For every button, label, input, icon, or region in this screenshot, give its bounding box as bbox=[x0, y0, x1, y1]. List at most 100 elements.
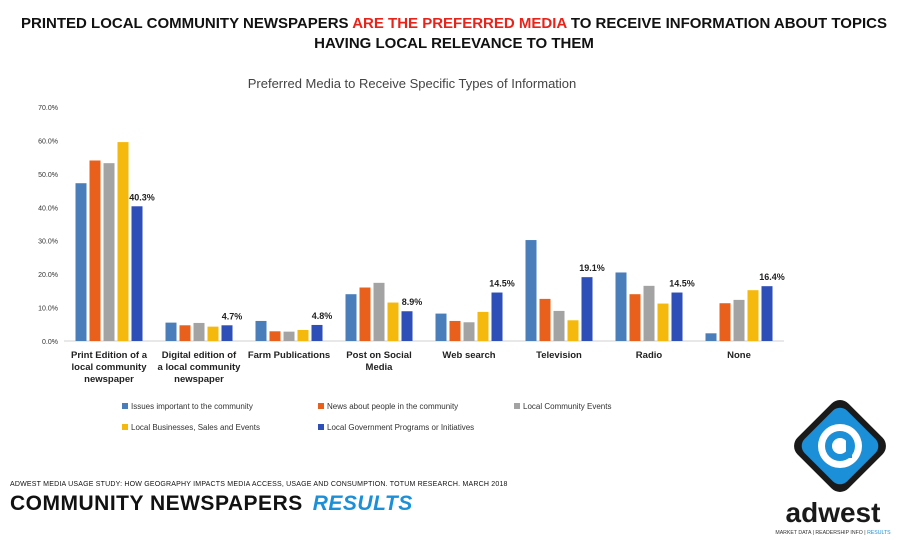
bar bbox=[89, 160, 101, 341]
legend-swatch bbox=[318, 424, 324, 430]
y-tick-label: 10.0% bbox=[38, 306, 58, 313]
bars bbox=[75, 142, 773, 341]
x-tick-label: local community bbox=[72, 362, 148, 373]
bar bbox=[311, 324, 323, 341]
y-tick-label: 20.0% bbox=[38, 272, 58, 279]
data-label: 14.5% bbox=[669, 279, 695, 289]
bar bbox=[525, 240, 537, 341]
bar bbox=[283, 331, 295, 341]
y-axis: 0.0% 10.0% 20.0% 30.0% 40.0% 50.0% 60.0% 70.0% bbox=[38, 105, 58, 346]
bar bbox=[463, 322, 475, 341]
x-tick-label: Web search bbox=[442, 350, 495, 361]
headline-part-1: PRINTED LOCAL COMMUNITY NEWSPAPERS bbox=[21, 15, 353, 32]
bar bbox=[747, 290, 759, 341]
x-tick-label: Media bbox=[366, 362, 394, 373]
data-label: 8.9% bbox=[402, 297, 423, 307]
legend-label: Local Community Events bbox=[523, 402, 611, 411]
bar bbox=[269, 331, 281, 341]
headline-line-1: PRINTED LOCAL COMMUNITY NEWSPAPERS ARE T… bbox=[0, 14, 908, 34]
bar bbox=[657, 303, 669, 341]
headline-part-2: TO RECEIVE INFORMATION ABOUT TOPICS bbox=[566, 15, 887, 32]
bar bbox=[193, 322, 205, 341]
data-label: 4.7% bbox=[222, 311, 243, 321]
logo-tagline-b: RESULTS bbox=[867, 530, 891, 536]
bar bbox=[165, 322, 177, 341]
logo-tagline: MARKET DATA | READERSHIP INFO | RESULTS bbox=[775, 530, 891, 536]
legend-swatch bbox=[318, 403, 324, 409]
bar bbox=[117, 142, 129, 341]
logo-tagline-a: MARKET DATA | READERSHIP INFO | bbox=[775, 530, 867, 536]
bar bbox=[255, 320, 267, 341]
data-labels: 40.3% 4.7% 4.8% 8.9% 14.5% 19.1% 14.5% 16.4% bbox=[129, 192, 785, 321]
headline-highlight: ARE THE PREFERRED MEDIA bbox=[352, 15, 567, 32]
bar bbox=[297, 329, 309, 341]
bar bbox=[387, 302, 399, 341]
bar bbox=[449, 320, 461, 341]
footer-brand: COMMUNITY NEWSPAPERS bbox=[10, 492, 303, 515]
data-label: 40.3% bbox=[129, 192, 155, 202]
bar bbox=[75, 183, 87, 341]
footer-results: RESULTS bbox=[312, 492, 413, 515]
bar bbox=[401, 311, 413, 341]
legend: Issues important to the community News ab… bbox=[122, 402, 611, 432]
legend-label: Local Government Programs or Initiatives bbox=[327, 423, 474, 432]
x-tick-label: Radio bbox=[636, 350, 663, 361]
y-tick-label: 60.0% bbox=[38, 138, 58, 145]
legend-swatch bbox=[514, 403, 520, 409]
y-tick-label: 0.0% bbox=[42, 339, 58, 346]
bar bbox=[705, 333, 717, 341]
data-label: 14.5% bbox=[489, 279, 515, 289]
bar bbox=[629, 294, 641, 341]
bar bbox=[359, 287, 371, 341]
adwest-logo: adwest MARKET DATA | READERSHIP INFO | R… bbox=[775, 400, 891, 536]
data-label: 19.1% bbox=[579, 263, 605, 273]
y-tick-label: 40.0% bbox=[38, 205, 58, 212]
bar-chart: Preferred Media to Receive Specific Type… bbox=[38, 76, 785, 432]
x-tick-label: Television bbox=[536, 350, 582, 361]
legend-label: Issues important to the community bbox=[131, 402, 253, 411]
bar bbox=[719, 303, 731, 341]
chart-title: Preferred Media to Receive Specific Type… bbox=[248, 76, 577, 91]
bar bbox=[345, 294, 357, 341]
x-tick-label: Digital edition of bbox=[162, 350, 237, 361]
x-tick-label: Post on Social bbox=[346, 350, 411, 361]
bar bbox=[491, 292, 503, 341]
legend-swatch bbox=[122, 403, 128, 409]
bar bbox=[131, 206, 143, 341]
x-tick-label: Farm Publications bbox=[248, 350, 330, 361]
at-sign-icon bbox=[794, 400, 886, 492]
x-tick-label: Print Edition of a bbox=[71, 350, 148, 361]
bar bbox=[733, 299, 745, 341]
y-tick-label: 70.0% bbox=[38, 105, 58, 112]
bar bbox=[643, 285, 655, 341]
source-note: ADWEST MEDIA USAGE STUDY: HOW GEOGRAPHY … bbox=[10, 481, 508, 488]
legend-swatch bbox=[122, 424, 128, 430]
bar bbox=[179, 325, 191, 341]
y-tick-label: 50.0% bbox=[38, 172, 58, 179]
bar bbox=[221, 325, 233, 341]
bar bbox=[373, 282, 385, 341]
logo-wordmark: adwest bbox=[786, 497, 881, 528]
bar bbox=[477, 311, 489, 341]
bar bbox=[207, 326, 219, 341]
headline: PRINTED LOCAL COMMUNITY NEWSPAPERS ARE T… bbox=[0, 14, 908, 54]
bar bbox=[581, 277, 593, 341]
bar bbox=[539, 298, 551, 341]
bar bbox=[435, 313, 447, 341]
x-tick-label: newspaper bbox=[84, 374, 134, 385]
headline-line-2: HAVING LOCAL RELEVANCE TO THEM bbox=[314, 35, 594, 52]
data-label: 4.8% bbox=[312, 311, 333, 321]
x-tick-label: None bbox=[727, 350, 751, 361]
bar bbox=[671, 292, 683, 341]
bar bbox=[615, 272, 627, 341]
x-tick-label: a local community bbox=[158, 362, 242, 373]
x-tick-label: newspaper bbox=[174, 374, 224, 385]
bar bbox=[567, 320, 579, 341]
data-label: 16.4% bbox=[759, 272, 785, 282]
footer-title: COMMUNITY NEWSPAPERS RESULTS bbox=[10, 492, 413, 516]
bar bbox=[761, 286, 773, 341]
bar bbox=[553, 310, 565, 341]
bar bbox=[103, 163, 115, 341]
y-tick-label: 30.0% bbox=[38, 239, 58, 246]
